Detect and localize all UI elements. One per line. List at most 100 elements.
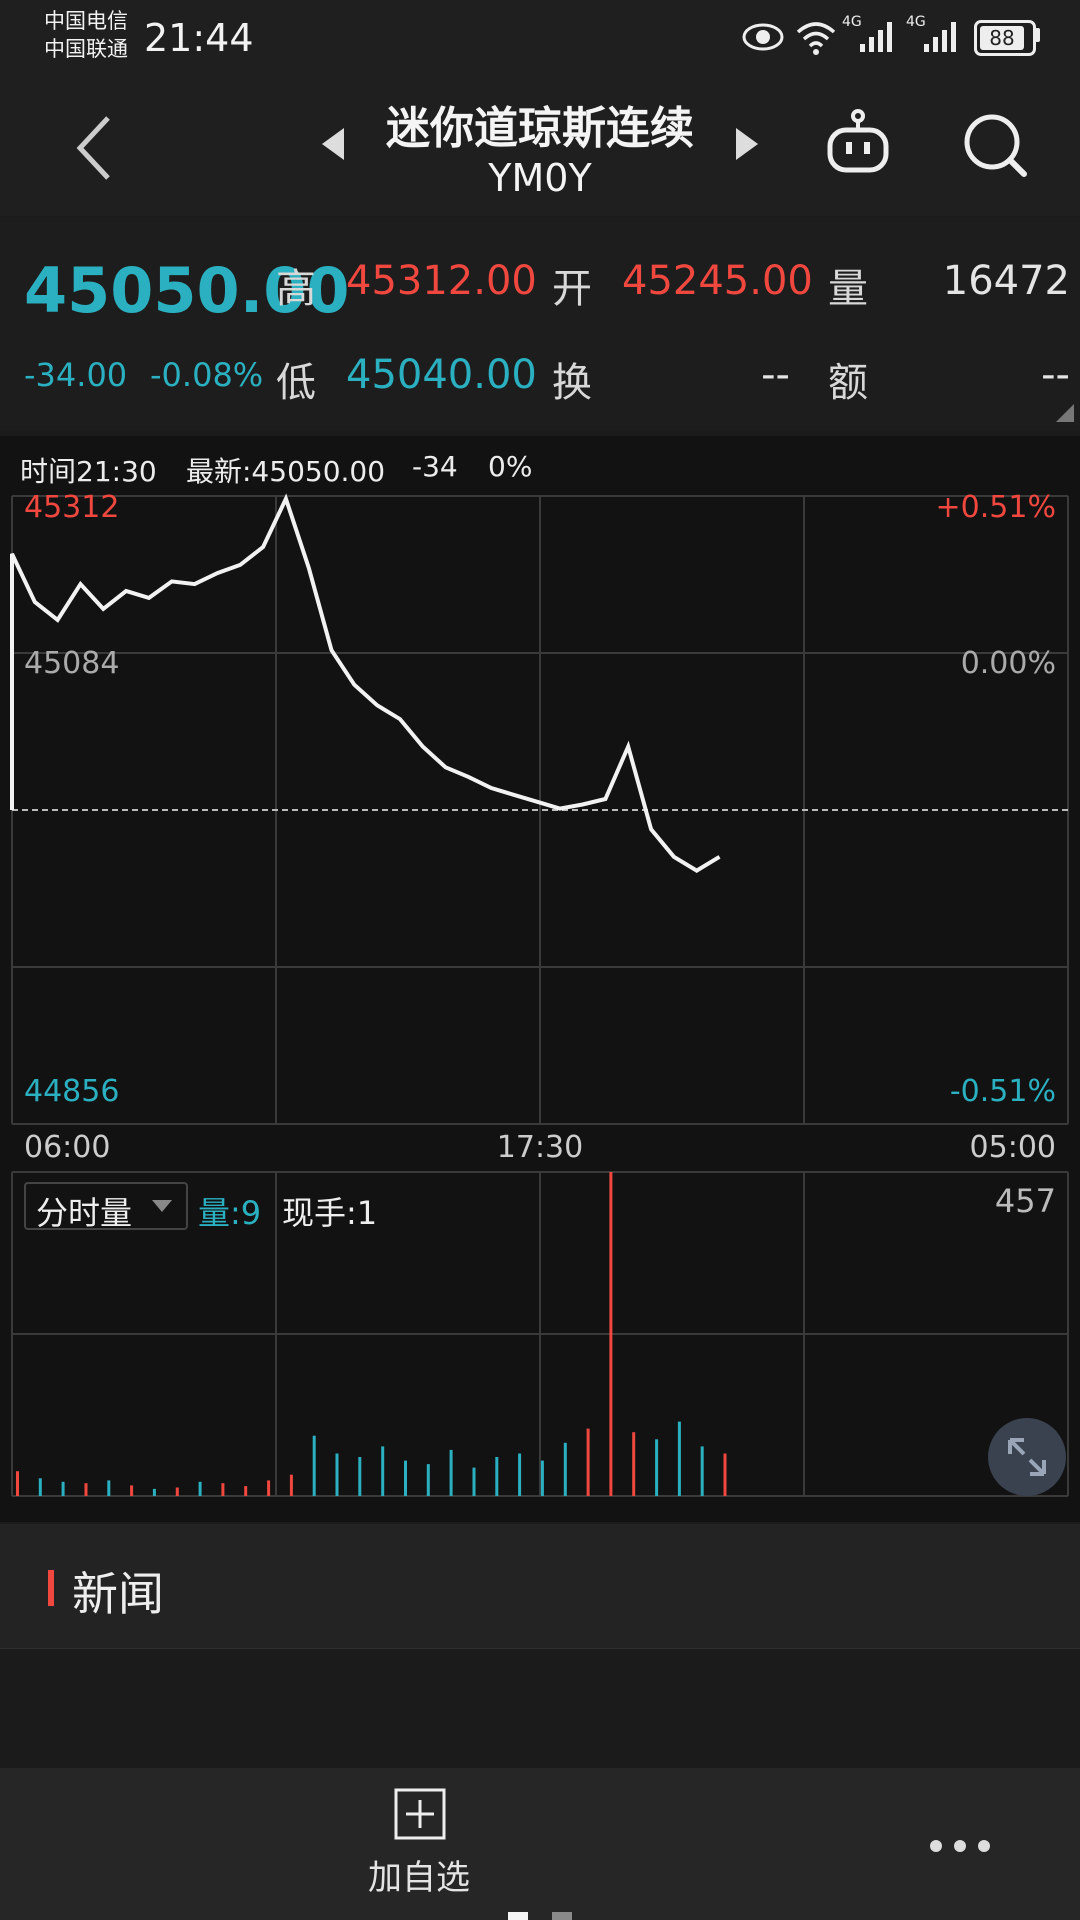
signal-1-icon bbox=[860, 22, 892, 52]
chart-grid bbox=[11, 495, 1069, 1497]
page-indicator-active bbox=[508, 1912, 528, 1920]
volume-max-label: 457 bbox=[994, 1182, 1056, 1220]
volume-bar bbox=[244, 1486, 248, 1496]
volume-bar bbox=[358, 1457, 362, 1496]
volume-bar bbox=[426, 1464, 430, 1496]
carrier-2: 中国联通 bbox=[44, 37, 128, 61]
carrier-1: 中国电信 bbox=[44, 9, 128, 33]
bottom-bar: 加自选 bbox=[0, 1768, 1080, 1920]
volume-bar bbox=[61, 1481, 65, 1496]
volume-value: 16472 bbox=[942, 258, 1070, 304]
symbol-code: YM0Y bbox=[488, 156, 592, 200]
volume-bar bbox=[130, 1485, 134, 1496]
volume-bar bbox=[586, 1428, 590, 1496]
volume-bar bbox=[540, 1460, 544, 1496]
news-section-header[interactable]: 新闻 bbox=[0, 1524, 1080, 1648]
amount-label: 额 bbox=[828, 360, 868, 406]
y-pct-mid: 0.00% bbox=[961, 646, 1056, 681]
page-indicator bbox=[552, 1912, 572, 1920]
search-icon[interactable] bbox=[960, 110, 1030, 180]
amount-value: -- bbox=[1041, 352, 1070, 398]
x-label-start: 06:00 bbox=[24, 1130, 110, 1165]
volume-type-label: 分时量 bbox=[36, 1194, 133, 1232]
volume-bar bbox=[655, 1439, 659, 1496]
volume-bar bbox=[312, 1435, 316, 1496]
y-pct-bottom: -0.51% bbox=[950, 1074, 1056, 1109]
y-label-top: 45312 bbox=[24, 490, 119, 525]
volume-bar bbox=[518, 1453, 522, 1496]
back-button[interactable] bbox=[70, 108, 120, 188]
volume-bar bbox=[609, 1172, 613, 1496]
title-bar bbox=[0, 80, 1080, 216]
fullscreen-button[interactable] bbox=[988, 1418, 1066, 1496]
volume-bar bbox=[563, 1442, 567, 1496]
add-watchlist-button[interactable]: 加自选 bbox=[364, 1788, 474, 1898]
wifi-icon bbox=[796, 22, 836, 55]
current-hand-label: 现手:1 bbox=[282, 1194, 378, 1232]
volume-bar bbox=[700, 1446, 704, 1496]
quote-header: 45050.00 -34.00 -0.08% 高 45312.00 开 4524… bbox=[0, 218, 1080, 430]
price-chart: 45312 45084 44856 +0.51% 0.00% -0.51% 06… bbox=[10, 490, 1069, 1497]
chart-info-time: 时间21:30 bbox=[20, 455, 157, 488]
volume-bars bbox=[16, 1172, 727, 1496]
low-value: 45040.00 bbox=[346, 352, 537, 398]
chart-info-latest: 最新:45050.00 bbox=[186, 455, 386, 488]
last-price: 45050.00 bbox=[24, 254, 350, 327]
volume-bar bbox=[404, 1460, 407, 1496]
x-label-mid: 17:30 bbox=[497, 1130, 583, 1165]
news-accent-bar bbox=[48, 1570, 54, 1606]
volume-bar bbox=[632, 1432, 636, 1496]
page-title: 迷你道琼斯连续 bbox=[386, 103, 694, 154]
low-label: 低 bbox=[276, 360, 316, 406]
expand-arrows-icon bbox=[1008, 1438, 1046, 1476]
volume-bar bbox=[221, 1483, 225, 1496]
battery-icon: 88 bbox=[974, 20, 1036, 56]
chart-area[interactable]: 时间21:30 最新:45050.00 -34 0% 45312 45084 4… bbox=[0, 436, 1080, 1522]
add-watchlist-label: 加自选 bbox=[368, 1858, 470, 1898]
news-title: 新闻 bbox=[72, 1567, 164, 1621]
volume-value-label: 量:9 bbox=[198, 1194, 262, 1232]
volume-bar bbox=[449, 1449, 453, 1496]
expand-corner-icon[interactable] bbox=[1056, 404, 1074, 422]
price-change-pct: -0.08% bbox=[150, 356, 264, 394]
volume-bar bbox=[472, 1467, 476, 1496]
high-label: 高 bbox=[276, 266, 316, 312]
y-pct-top: +0.51% bbox=[936, 490, 1056, 525]
robot-assistant-icon[interactable] bbox=[822, 108, 894, 180]
prev-symbol-button[interactable] bbox=[318, 124, 348, 164]
volume-bar bbox=[107, 1480, 111, 1496]
status-clock: 21:44 bbox=[144, 16, 254, 60]
x-label-end: 05:00 bbox=[970, 1130, 1056, 1165]
volume-bar bbox=[267, 1480, 271, 1496]
open-value: 45245.00 bbox=[622, 258, 813, 304]
high-value: 45312.00 bbox=[346, 258, 537, 304]
price-line bbox=[10, 493, 721, 873]
y-label-mid: 45084 bbox=[24, 646, 119, 681]
signal-2-icon bbox=[924, 22, 956, 52]
volume-bar bbox=[84, 1483, 88, 1496]
volume-bar bbox=[152, 1488, 156, 1496]
volume-bar bbox=[723, 1453, 727, 1496]
network-type-2: 4G bbox=[906, 14, 926, 30]
dropdown-arrow-icon bbox=[152, 1200, 172, 1212]
battery-tip bbox=[1035, 28, 1040, 42]
volume-type-selector[interactable]: 分时量 bbox=[24, 1182, 188, 1232]
volume-bar bbox=[38, 1478, 42, 1496]
volume-bar bbox=[198, 1481, 202, 1496]
y-label-bottom: 44856 bbox=[24, 1074, 119, 1109]
turnover-value: -- bbox=[761, 352, 790, 398]
volume-bar bbox=[677, 1421, 681, 1496]
chart-info-pct: 0% bbox=[488, 450, 533, 483]
next-symbol-button[interactable] bbox=[732, 124, 762, 164]
volume-bar bbox=[335, 1453, 339, 1496]
more-options-icon[interactable] bbox=[928, 1838, 992, 1854]
volume-bar bbox=[381, 1446, 385, 1496]
volume-bar bbox=[16, 1471, 19, 1496]
news-content bbox=[0, 1648, 1080, 1769]
volume-bar bbox=[175, 1487, 179, 1496]
price-change: -34.00 bbox=[24, 356, 128, 394]
turnover-label: 换 bbox=[552, 360, 592, 406]
plus-box-icon bbox=[394, 1788, 446, 1840]
volume-label: 量 bbox=[828, 266, 868, 312]
network-type-1: 4G bbox=[842, 14, 862, 30]
